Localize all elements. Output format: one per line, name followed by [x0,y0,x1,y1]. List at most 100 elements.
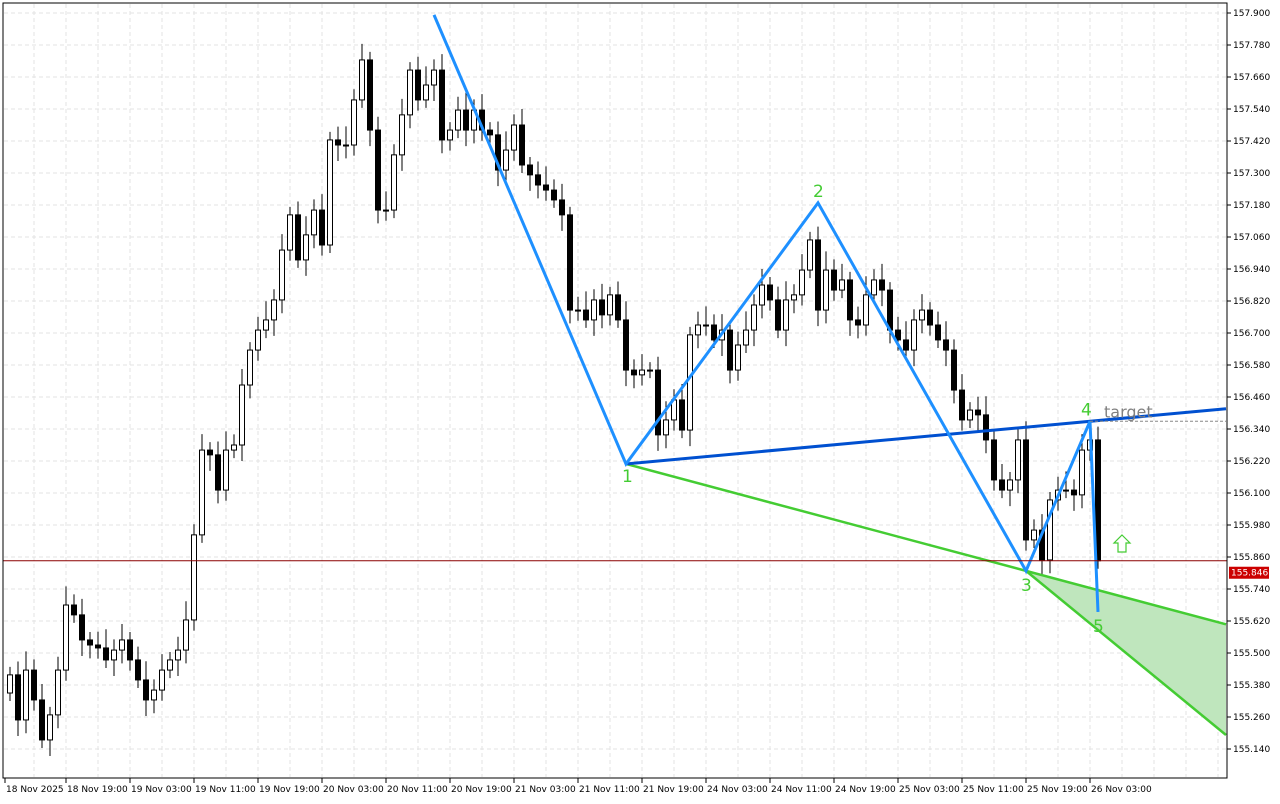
lower-trendline [625,462,1227,626]
candle [983,396,989,454]
y-tick-label: 155.620 [1233,617,1270,627]
pattern-point-label: 5 [1093,617,1104,637]
candle-body-bull [407,69,413,116]
y-tick-label: 155.500 [1233,649,1270,659]
y-tick-label: 157.900 [1233,9,1270,19]
candle [335,126,341,162]
candle [847,271,853,336]
candle [783,281,789,347]
candle-body-bear [543,184,549,191]
candle-body-bear [615,294,621,321]
candle [535,161,541,199]
candle [991,429,997,491]
x-tick-label: 19 Nov 03:00 [131,785,192,795]
candle-body-bear [655,369,661,436]
candles [7,43,1101,756]
y-tick-label: 156.820 [1233,297,1270,307]
y-tick-label: 156.580 [1233,361,1270,371]
candle [511,114,517,161]
candle [439,54,445,154]
candle-body-bear [855,319,861,326]
candle-body-bull [1007,479,1013,491]
y-tick-label: 156.460 [1233,393,1270,403]
pattern-point-label: 2 [813,182,824,202]
candle [447,122,453,151]
candle [271,289,277,336]
candle [1031,519,1037,548]
candle [1023,421,1029,551]
candle-body-bull [799,269,805,296]
candle [1071,479,1077,511]
candle-body-bull [223,449,229,491]
candle-body-bear [1071,489,1077,496]
x-tick-label: 24 Nov 03:00 [707,785,768,795]
candle-body-bear [135,659,141,681]
candle [167,651,173,679]
candle [727,322,733,384]
candle-body-bear [951,349,957,391]
candle [823,251,829,324]
candle [215,441,221,504]
candle-body-bull [303,234,309,261]
candle-body-bear [463,109,469,131]
candle-body-bull [191,534,197,621]
candle [879,263,885,307]
candle [583,291,589,328]
y-tick-label: 157.660 [1233,73,1270,83]
candle-body-bull [63,604,69,671]
candle [295,201,301,268]
candle-body-bull [351,99,357,146]
candle-body-bull [511,124,517,151]
candle-body-bull [455,109,461,131]
candle [63,586,69,681]
candle-body-bear [983,414,989,441]
candle-body-bear [87,639,93,646]
candle [543,166,549,201]
candle [959,374,965,431]
candle [815,226,821,327]
candle-body-bear [935,324,941,341]
candle-body-bear [847,279,853,321]
candle [1079,434,1085,509]
candle [407,62,413,129]
harmonic-pattern[interactable]: target 1 2 3 4 5 [432,14,1227,736]
x-tick-label: 18 Nov 19:00 [67,785,128,795]
candle-body-bear [895,329,901,341]
candle-body-bull [607,294,613,316]
candle [223,431,229,501]
x-tick-label: 25 Nov 11:00 [963,785,1024,795]
candle-body-bear [815,239,821,311]
candle-body-bull [239,384,245,446]
lower-projection-line [1025,569,1227,736]
candle-body-bear [599,299,605,316]
candle-body-bull [863,294,869,326]
candle-body-bear [495,134,501,171]
x-tick-label: 20 Nov 11:00 [387,785,448,795]
candle-body-bull [647,369,653,372]
candle-body-bull [23,669,29,721]
candle [351,89,357,156]
candle-body-bear [903,339,909,351]
candle [191,524,197,631]
candle [247,342,253,399]
pattern-point-label: 1 [622,467,633,487]
candle [591,289,597,336]
candle-body-bear [487,129,493,136]
candle-body-bull [1031,529,1037,541]
candle [1007,471,1013,507]
candle-body-bull [871,279,877,296]
x-tick-label: 19 Nov 11:00 [195,785,256,795]
candle-body-bull [911,319,917,351]
y-tick-label: 157.780 [1233,41,1270,51]
candle-body-bull [735,344,741,371]
candle [551,179,557,208]
candle-body-bear [39,699,45,741]
x-tick-label: 21 Nov 19:00 [643,785,704,795]
candle [1047,491,1053,574]
candle [967,402,973,428]
candle-body-bear [207,449,213,456]
candle-body-bear [215,454,221,491]
candle [495,121,501,187]
candle [175,636,181,676]
